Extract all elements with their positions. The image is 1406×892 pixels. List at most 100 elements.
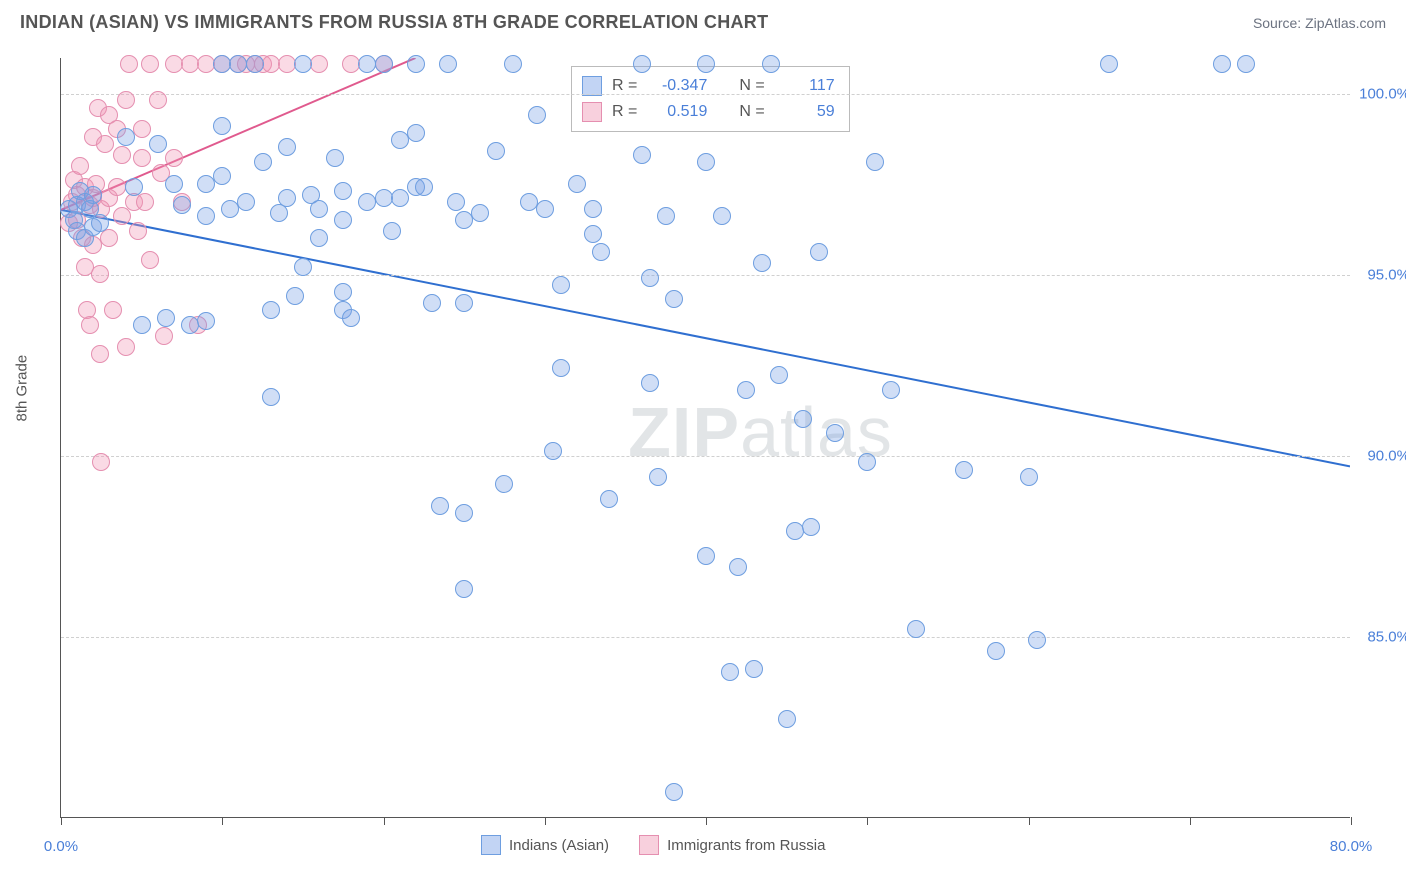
x-tick [1351,817,1352,825]
data-point [129,222,147,240]
legend-label-pink: Immigrants from Russia [667,837,825,854]
correlation-legend: R = -0.347 N = 117 R = 0.519 N = 59 [571,66,850,132]
data-point [310,55,328,73]
x-tick [867,817,868,825]
data-point [721,663,739,681]
data-point [584,200,602,218]
y-axis-label: 8th Grade [14,355,31,422]
data-point [165,149,183,167]
data-point [375,55,393,73]
data-point [391,189,409,207]
data-point [197,207,215,225]
data-point [633,55,651,73]
data-point [213,167,231,185]
x-tick [706,817,707,825]
data-point [762,55,780,73]
data-point [737,381,755,399]
x-tick [1029,817,1030,825]
data-point [455,504,473,522]
data-point [120,55,138,73]
data-point [113,146,131,164]
data-point [455,580,473,598]
data-point [665,290,683,308]
data-point [342,309,360,327]
data-point [1213,55,1231,73]
data-point [407,124,425,142]
legend-label-blue: Indians (Asian) [509,837,609,854]
data-point [697,153,715,171]
data-point [294,55,312,73]
data-point [536,200,554,218]
data-point [552,276,570,294]
data-point [286,287,304,305]
data-point [294,258,312,276]
legend-item-pink: Immigrants from Russia [639,835,825,855]
chart-header: INDIAN (ASIAN) VS IMMIGRANTS FROM RUSSIA… [0,0,1406,41]
data-point [117,338,135,356]
data-point [91,345,109,363]
data-point [141,55,159,73]
data-point [197,312,215,330]
data-point [326,149,344,167]
data-point [149,91,167,109]
data-point [334,283,352,301]
data-point [117,128,135,146]
trend-line-blue [61,210,1350,467]
data-point [745,660,763,678]
data-point [649,468,667,486]
data-point [173,196,191,214]
data-point [415,178,433,196]
legend-r-label: R = [612,103,637,121]
data-point [246,55,264,73]
data-point [778,710,796,728]
plot-area: ZIPatlas R = -0.347 N = 117 R = 0.519 N … [60,58,1350,818]
data-point [552,359,570,377]
data-point [117,91,135,109]
data-point [104,301,122,319]
chart-title: INDIAN (ASIAN) VS IMMIGRANTS FROM RUSSIA… [20,12,768,33]
data-point [141,251,159,269]
data-point [592,243,610,261]
x-tick [545,817,546,825]
data-point [262,301,280,319]
data-point [697,55,715,73]
legend-row-pink: R = 0.519 N = 59 [582,99,835,125]
chart-source: Source: ZipAtlas.com [1253,15,1386,31]
data-point [334,211,352,229]
data-point [584,225,602,243]
data-point [697,547,715,565]
data-point [641,374,659,392]
legend-swatch-pink [582,102,602,122]
data-point [665,783,683,801]
watermark: ZIPatlas [628,392,893,472]
legend-n-label: N = [739,103,764,121]
data-point [882,381,900,399]
data-point [278,189,296,207]
data-point [455,294,473,312]
data-point [81,316,99,334]
data-point [528,106,546,124]
data-point [136,193,154,211]
data-point [1237,55,1255,73]
data-point [383,222,401,240]
data-point [487,142,505,160]
data-point [600,490,618,508]
data-point [71,157,89,175]
legend-item-blue: Indians (Asian) [481,835,609,855]
gridline [61,456,1350,457]
data-point [471,204,489,222]
data-point [1100,55,1118,73]
data-point [254,153,272,171]
data-point [1020,468,1038,486]
data-point [858,453,876,471]
data-point [633,146,651,164]
data-point [447,193,465,211]
data-point [84,186,102,204]
data-point [423,294,441,312]
data-point [657,207,675,225]
data-point [641,269,659,287]
data-point [431,497,449,515]
trend-lines [61,58,1350,817]
legend-r-pink: 0.519 [647,103,707,121]
data-point [334,182,352,200]
